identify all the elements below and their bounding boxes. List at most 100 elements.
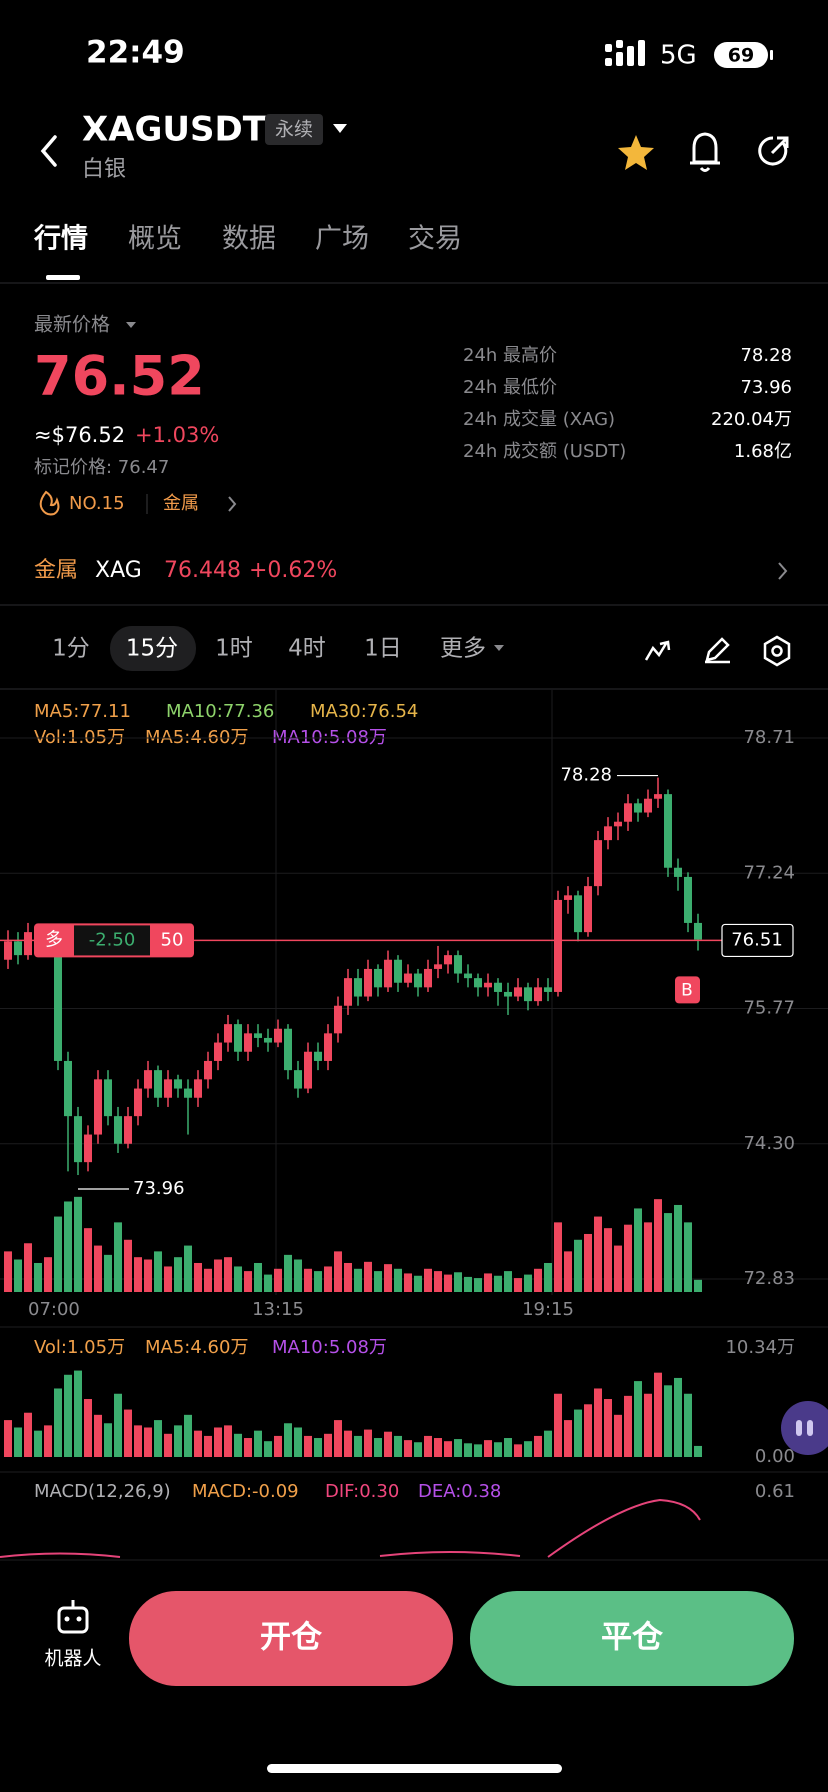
candle-body [194, 1079, 202, 1098]
candle-body [494, 982, 502, 992]
price-dropdown[interactable] [126, 322, 136, 328]
index-change: +0.62% [249, 558, 337, 583]
volume-bar [214, 1427, 222, 1457]
volume-bar [534, 1268, 542, 1292]
candle-body [114, 1116, 122, 1144]
candle-body [104, 1079, 112, 1117]
volume-bar [54, 1388, 62, 1457]
tab-indicator [46, 275, 80, 280]
open-label[interactable]: 开仓 [260, 1620, 323, 1656]
volume-bar [244, 1271, 252, 1292]
volume-bar [404, 1273, 412, 1292]
candle-body [164, 1079, 172, 1098]
tab[interactable]: 交易 [408, 224, 462, 255]
volume-bar [284, 1423, 292, 1457]
tab[interactable]: 数据 [222, 224, 276, 255]
volume-bar [694, 1445, 702, 1457]
candle-body [214, 1042, 222, 1061]
rank[interactable]: NO.15 [69, 493, 125, 514]
hot-icon [39, 490, 60, 516]
volume-bar [634, 1208, 642, 1292]
stat-value: 78.28 [740, 345, 792, 366]
candle-body [644, 798, 652, 813]
close-button[interactable] [470, 1591, 794, 1686]
last-price-label[interactable]: 最新价格 [34, 314, 110, 336]
ma5-legend: MA5:77.11 [34, 701, 131, 722]
candle-body [124, 1116, 132, 1144]
volume-bar [224, 1257, 232, 1292]
volume-bar [454, 1439, 462, 1457]
interval[interactable]: 1分 [52, 636, 90, 662]
interval[interactable]: 1日 [364, 636, 402, 662]
open-button[interactable] [129, 1591, 453, 1686]
candle-body [564, 895, 572, 900]
position-side: 多 [45, 929, 63, 950]
candle-body [414, 973, 422, 988]
volume-bar [334, 1251, 342, 1292]
symbol-dropdown[interactable] [333, 124, 347, 133]
settings-icon[interactable] [763, 635, 791, 667]
symbol[interactable]: XAGUSDT [82, 110, 267, 150]
candle-body [574, 895, 582, 933]
tab[interactable]: 广场 [315, 224, 369, 255]
volume-bar [304, 1268, 312, 1292]
volume-bar [574, 1409, 582, 1457]
volume-bar [474, 1444, 482, 1457]
stat-label: 24h 成交量 (XAG) [463, 409, 615, 430]
index-sector[interactable]: 金属 [34, 558, 78, 583]
price-change: +1.03% [135, 423, 219, 447]
volume-bar [504, 1438, 512, 1457]
vol-legend: Vol:1.05万 [34, 1337, 125, 1358]
more-dropdown[interactable] [494, 645, 504, 651]
sector[interactable]: 金属 [163, 493, 199, 514]
tab[interactable]: 概览 [128, 224, 182, 255]
volume-bar [14, 1427, 22, 1457]
volume-bar [234, 1433, 242, 1457]
stat-value: 73.96 [740, 377, 792, 398]
volume-bar [584, 1404, 592, 1457]
candle-body [4, 941, 12, 960]
floating-button[interactable] [781, 1401, 828, 1455]
candle-body [464, 973, 472, 979]
stat-label: 24h 成交额 (USDT) [463, 441, 626, 462]
candle-body [544, 987, 552, 992]
candle-body [94, 1079, 102, 1135]
volume-bar [134, 1257, 142, 1292]
volume-bar [674, 1377, 682, 1457]
candle-body [504, 991, 512, 997]
interval[interactable]: 更多 [440, 636, 486, 662]
interval[interactable]: 4时 [288, 636, 326, 662]
volume-bar [444, 1441, 452, 1457]
interval[interactable]: 15分 [126, 636, 178, 662]
last-price: 76.52 [34, 345, 205, 408]
volume-bar [294, 1427, 302, 1457]
sector-chevron[interactable] [228, 496, 237, 512]
volume-bar [114, 1393, 122, 1457]
candle-body [244, 1033, 252, 1052]
candle-body [384, 959, 392, 988]
back-button[interactable] [40, 135, 57, 167]
contract-tag [265, 114, 323, 145]
volume-bar [624, 1224, 632, 1292]
alert-icon[interactable] [690, 132, 720, 172]
volume-bar [554, 1393, 562, 1457]
favorite-icon[interactable] [618, 135, 654, 170]
volume-bar [414, 1442, 422, 1457]
draw-icon[interactable] [705, 637, 730, 664]
index-symbol[interactable]: XAG [95, 558, 142, 583]
last-price-value: 76.51 [731, 929, 783, 950]
candle-body [634, 803, 642, 813]
robot-label[interactable]: 机器人 [44, 1648, 101, 1670]
robot-icon[interactable] [57, 1606, 89, 1634]
indicator-icon[interactable] [644, 640, 671, 661]
candle-body [144, 1070, 152, 1089]
volume-bar [24, 1243, 32, 1292]
interval[interactable]: 1时 [215, 636, 253, 662]
share-icon[interactable] [758, 136, 789, 166]
close-label[interactable]: 平仓 [601, 1620, 664, 1656]
tab[interactable]: 行情 [33, 223, 88, 255]
volume-bar [524, 1274, 532, 1292]
floating-icon [807, 1420, 813, 1436]
vol-ma5-legend: MA5:4.60万 [145, 1337, 248, 1358]
index-chevron[interactable] [778, 562, 788, 580]
